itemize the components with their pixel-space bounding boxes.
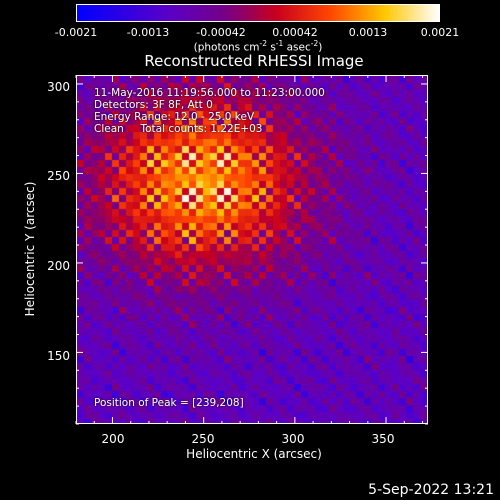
counts-annotation: Clean Total counts: 1.22E+03 bbox=[94, 123, 263, 135]
colorbar-tick: 0.00042 bbox=[272, 26, 318, 39]
time-range-annotation: 11-May-2016 11:19:56.000 to 11:23:00.000 bbox=[94, 87, 325, 99]
detectors-annotation: Detectors: 3F 8F, Att 0 bbox=[94, 99, 213, 111]
y-tick-label: 150 bbox=[47, 349, 70, 363]
colorbar-tick: -0.0013 bbox=[126, 26, 170, 39]
plot-area: 11-May-2016 11:19:56.000 to 11:23:00.000… bbox=[76, 75, 428, 424]
y-tick-label: 250 bbox=[47, 169, 70, 183]
colorbar-tick: -0.0021 bbox=[54, 26, 98, 39]
x-tick-label: 300 bbox=[281, 432, 305, 446]
energy-range-annotation: Energy Range: 12.0 - 25.0 keV bbox=[94, 111, 255, 123]
peak-annotation: Position of Peak = [239,208] bbox=[94, 397, 244, 409]
x-tick-label: 200 bbox=[101, 432, 125, 446]
colorbar-tick: -0.00042 bbox=[196, 26, 246, 39]
chart-title: Reconstructed RHESSI Image bbox=[144, 52, 364, 70]
colorbar-unit: (photons cm-2 s-1 asec-2) bbox=[193, 39, 323, 54]
y-tick-label: 200 bbox=[47, 259, 70, 273]
colorbar bbox=[76, 4, 440, 22]
footer-date: 5-Sep-2022 13:21 bbox=[368, 482, 494, 498]
heatmap-image bbox=[77, 76, 427, 423]
x-tick-label: 250 bbox=[191, 432, 215, 446]
colorbar-tick: 0.0021 bbox=[420, 26, 460, 39]
y-axis-label: Heliocentric Y (arcsec) bbox=[23, 181, 37, 317]
x-axis-label: Heliocentric X (arcsec) bbox=[186, 447, 322, 461]
y-tick-label: 300 bbox=[47, 80, 70, 94]
x-tick-label: 350 bbox=[371, 432, 395, 446]
colorbar-tick: 0.0013 bbox=[348, 26, 388, 39]
